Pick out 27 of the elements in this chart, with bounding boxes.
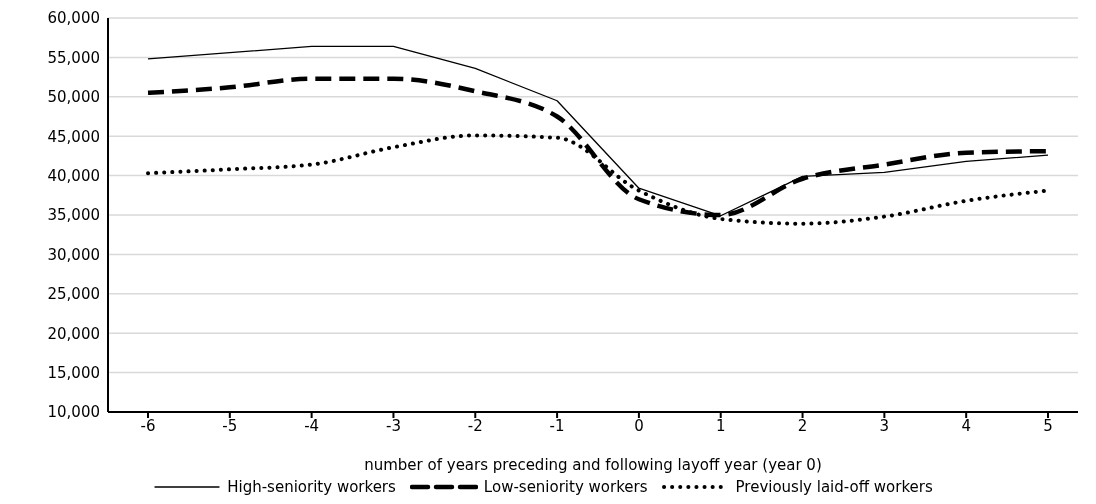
y-tick-label: 35,000 bbox=[47, 206, 100, 225]
x-tick-label: -5 bbox=[222, 416, 238, 435]
y-tick-label: 20,000 bbox=[47, 324, 100, 343]
x-axis-title: number of years preceding and following layoff year (year 0) bbox=[364, 456, 822, 474]
legend-label: Low-seniority workers bbox=[483, 478, 648, 496]
x-tick-label: -4 bbox=[304, 416, 320, 435]
y-tick-label: 30,000 bbox=[47, 245, 100, 264]
x-tick-label: 3 bbox=[879, 416, 890, 435]
y-tick-label: 50,000 bbox=[47, 88, 100, 107]
x-tick-label: 4 bbox=[961, 416, 971, 435]
y-tick-label: 15,000 bbox=[47, 363, 100, 382]
y-tick-label: 45,000 bbox=[47, 127, 100, 146]
y-tick-label: 10,000 bbox=[47, 403, 100, 422]
y-tick-label: 25,000 bbox=[47, 285, 100, 304]
x-tick-label: 2 bbox=[797, 416, 808, 435]
x-tick-label: -1 bbox=[549, 416, 565, 435]
x-tick-label: 5 bbox=[1043, 416, 1053, 435]
y-tick-label: 55,000 bbox=[47, 48, 100, 67]
x-tick-label: 0 bbox=[634, 416, 644, 435]
legend-label: Previously laid-off workers bbox=[735, 478, 933, 496]
x-tick-label: -2 bbox=[467, 416, 483, 435]
x-tick-label: 1 bbox=[715, 416, 726, 435]
x-tick-label: -3 bbox=[385, 416, 401, 435]
y-tick-label: 40,000 bbox=[47, 166, 100, 185]
legend-label: High-seniority workers bbox=[227, 478, 396, 496]
x-tick-label: -6 bbox=[140, 416, 156, 435]
y-tick-label: 60,000 bbox=[47, 9, 100, 28]
